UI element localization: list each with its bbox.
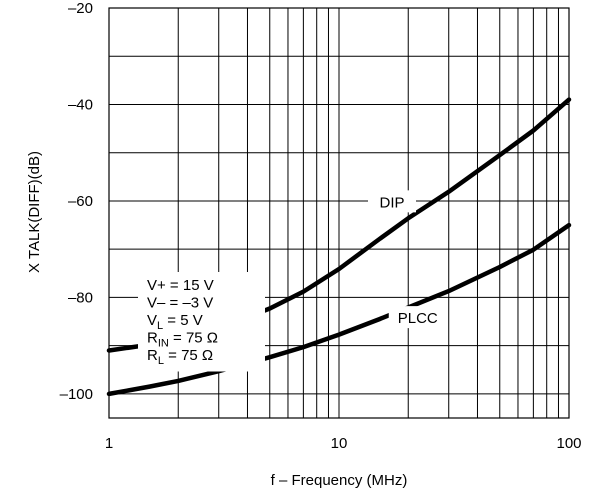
curve-label-background (388, 306, 447, 329)
condition-symbol: R (147, 330, 158, 347)
condition-value: = 5 V (163, 312, 203, 329)
condition-line: RL = 75 Ω (147, 347, 213, 367)
condition-line: VL = 5 V (147, 312, 203, 332)
y-tick-label: –60 (68, 193, 93, 210)
plot-frame (108, 7, 570, 419)
condition-symbol: V (147, 312, 157, 329)
x-tick-label: 10 (331, 435, 348, 452)
condition-subscript: IN (158, 338, 169, 350)
condition-line: V+ = 15 V (147, 277, 214, 294)
condition-line: V– = –3 V (147, 295, 213, 312)
condition-symbol: V+ = 15 V (147, 277, 214, 294)
curve-label-background (368, 190, 417, 213)
condition-symbol: R (147, 347, 158, 364)
y-tick-label: –100 (60, 386, 93, 403)
curve-label-dip: DIP (379, 194, 404, 211)
condition-value: = 75 Ω (164, 347, 213, 364)
grid (109, 8, 569, 418)
y-tick-label: –80 (68, 289, 93, 306)
tick-labels: 1 10 100 –100 –80 –60 –40 –20 (60, 0, 582, 452)
condition-symbol: V– = –3 V (147, 295, 213, 312)
y-axis-title: X TALK(DIFF)(dB) (26, 151, 43, 273)
y-tick-label: –40 (68, 96, 93, 113)
conditions-background (138, 272, 265, 372)
x-tick-label: 1 (105, 435, 113, 452)
condition-value: = 75 Ω (169, 330, 218, 347)
series-line-plcc (106, 222, 572, 397)
condition-subscript: L (157, 320, 163, 332)
condition-subscript: L (158, 355, 164, 367)
x-tick-label: 100 (556, 435, 581, 452)
condition-line: RIN = 75 Ω (147, 330, 218, 350)
x-axis-title: f – Frequency (MHz) (271, 472, 408, 489)
curve-label-plcc: PLCC (398, 310, 438, 327)
curve-labels: PLCC DIP (368, 190, 447, 329)
y-tick-label: –20 (68, 0, 93, 17)
